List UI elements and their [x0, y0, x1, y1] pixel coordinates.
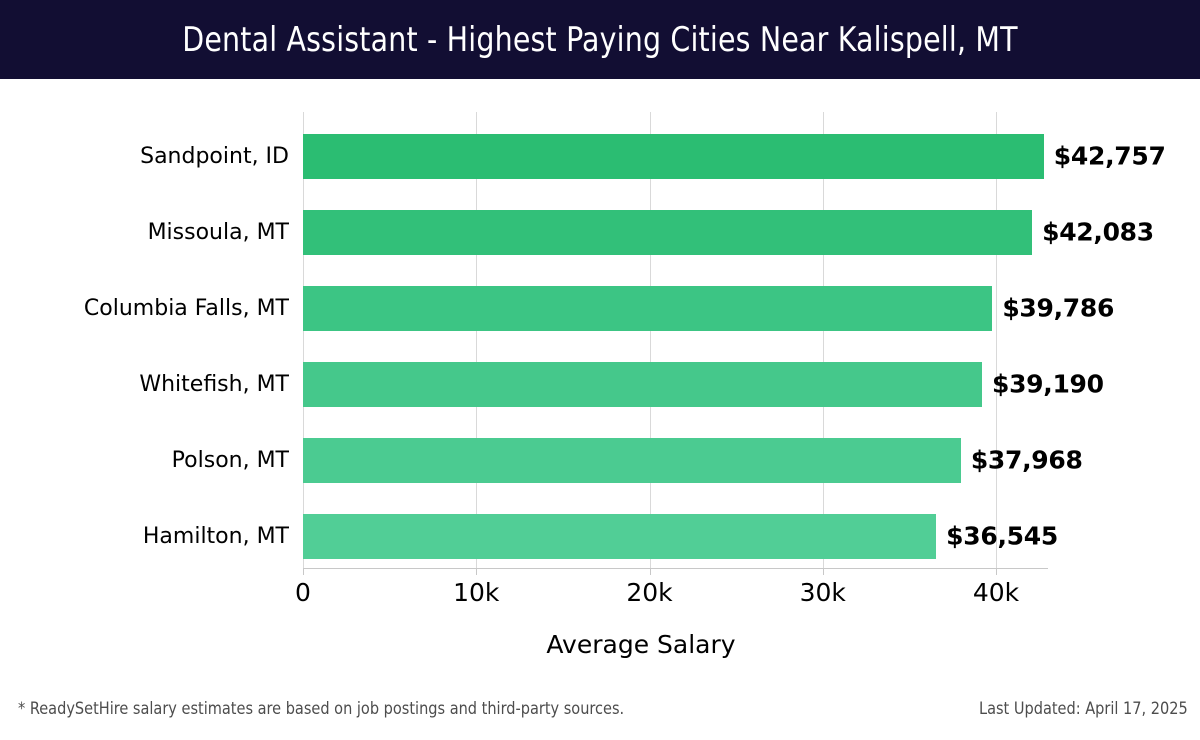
- bar[interactable]: [303, 209, 1033, 255]
- x-axis-tick-label: 20k: [626, 578, 673, 607]
- x-axis-tick: [822, 568, 824, 575]
- footer-last-updated: Last Updated: April 17, 2025: [979, 699, 1188, 719]
- x-axis-title-text: Average Salary: [546, 630, 736, 659]
- x-axis-tick-label: 0: [295, 578, 311, 607]
- bar-value-label: $39,786: [1002, 293, 1115, 323]
- gridline: [822, 112, 824, 568]
- y-axis-category-label: Hamilton, MT: [142, 523, 289, 549]
- y-axis-category-label: Missoula, MT: [147, 219, 289, 245]
- x-axis-tick: [303, 568, 304, 575]
- y-axis-category-label: Columbia Falls, MT: [83, 295, 289, 321]
- page-title: Dental Assistant - Highest Paying Cities…: [182, 19, 1018, 60]
- bar[interactable]: [303, 133, 1044, 179]
- y-axis-category-label: Polson, MT: [171, 447, 289, 473]
- x-axis-tick: [649, 568, 651, 575]
- bar-row[interactable]: $39,190: [303, 361, 1200, 407]
- gridline: [996, 112, 998, 568]
- bar-value-label: $39,190: [991, 369, 1104, 399]
- bar-row[interactable]: $36,545: [303, 513, 1200, 559]
- gridline: [649, 112, 651, 568]
- bar[interactable]: [303, 513, 937, 559]
- bar-row[interactable]: $39,786: [303, 285, 1200, 331]
- bar-value-label: $42,757: [1053, 141, 1166, 171]
- y-axis-category-label: Whitefish, MT: [139, 371, 289, 397]
- x-axis-tick: [996, 568, 998, 575]
- gridline: [476, 112, 478, 568]
- bar-value-label: $42,083: [1042, 217, 1154, 247]
- x-axis-tick-label: 40k: [972, 578, 1020, 607]
- x-axis-tick: [476, 568, 478, 575]
- footer-disclaimer: * ReadySetHire salary estimates are base…: [18, 699, 625, 719]
- bar[interactable]: [303, 285, 993, 331]
- bar[interactable]: [303, 437, 961, 483]
- bar-row[interactable]: $42,757: [303, 133, 1200, 179]
- plot-area: [303, 112, 1048, 568]
- bar-row[interactable]: $37,968: [303, 437, 1200, 483]
- x-axis-line: [303, 568, 1048, 569]
- header-band: [0, 0, 1200, 79]
- bar-row[interactable]: $42,083: [303, 209, 1200, 255]
- bar-value-label: $37,968: [970, 445, 1083, 475]
- gridline: [303, 112, 304, 568]
- bar[interactable]: [303, 361, 982, 407]
- bar-value-label: $36,545: [946, 521, 1058, 551]
- x-axis-tick-label: 10k: [453, 578, 500, 607]
- y-axis-category-label: Sandpoint, ID: [140, 143, 289, 169]
- x-axis-title: Average Salary: [0, 630, 1200, 659]
- x-axis-tick-label: 30k: [799, 578, 846, 607]
